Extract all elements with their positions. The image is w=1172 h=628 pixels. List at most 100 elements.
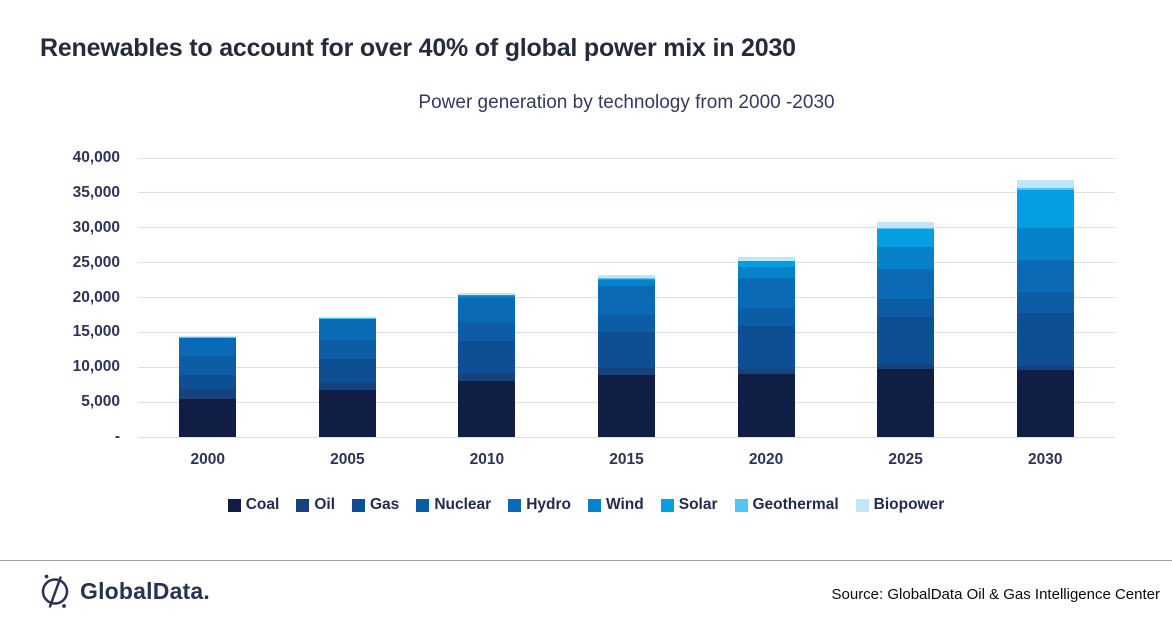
- y-axis-tick-label: 25,000: [72, 253, 120, 271]
- globaldata-logo-text: GlobalData.: [80, 577, 211, 604]
- x-axis-tick-label: 2005: [330, 451, 365, 468]
- x-axis-tick-label: 2010: [469, 451, 505, 468]
- legend-swatch-hydro: [508, 498, 522, 512]
- y-axis-tick-label: 30,000: [72, 218, 120, 236]
- bar-segment-oil-2025: [877, 363, 935, 369]
- legend-label: Gas: [370, 496, 400, 513]
- y-axis-tick-label: 10,000: [72, 358, 120, 376]
- legend-swatch-solar: [660, 498, 674, 512]
- bar-segment-solar-2015: [598, 278, 655, 281]
- bar-segment-nuclear-2020: [737, 307, 795, 326]
- legend-item-solar: Solar: [660, 496, 718, 514]
- bar-segment-hydro-2010: [458, 297, 516, 322]
- bar-segment-solar-2020: [737, 260, 795, 268]
- bar-segment-coal-2000: [179, 398, 237, 437]
- bar-segment-wind-2020: [737, 266, 795, 278]
- legend-swatch-wind: [587, 498, 601, 512]
- bar-segment-hydro-2020: [737, 277, 795, 308]
- bar-segment-biopower-2025: [877, 221, 935, 229]
- bar-segment-wind-2025: [877, 246, 935, 269]
- bar-segment-geothermal-2020: [737, 260, 795, 262]
- bar-segment-wind-2030: [1016, 227, 1074, 260]
- y-axis-tick-label: 15,000: [72, 323, 120, 341]
- bar-segment-coal-2010: [458, 380, 516, 437]
- gridline: [138, 262, 1115, 264]
- bar-segment-oil-2030: [1016, 365, 1074, 371]
- bar-segment-gas-2010: [458, 340, 516, 374]
- bar-segment-gas-2030: [1016, 312, 1074, 367]
- legend-label: Nuclear: [434, 496, 492, 513]
- bar-segment-oil-2020: [737, 368, 795, 375]
- legend-swatch-biopower: [855, 498, 869, 512]
- bar-segment-oil-2000: [179, 389, 237, 400]
- bar-segment-hydro-2030: [1016, 259, 1074, 292]
- chart-plot-area: [138, 157, 1115, 438]
- bar-segment-biopower-2000: [179, 336, 237, 338]
- bar-segment-wind-2015: [598, 280, 655, 287]
- legend-item-coal: Coal: [227, 496, 280, 514]
- bar-segment-gas-2005: [318, 358, 376, 383]
- legend-label: Biopower: [873, 496, 945, 513]
- y-axis-tick-label: -: [114, 428, 120, 445]
- bar-segment-hydro-2000: [179, 337, 237, 357]
- bar-segment-gas-2000: [179, 374, 237, 390]
- bar-segment-nuclear-2000: [179, 355, 237, 375]
- legend-swatch-nuclear: [416, 498, 430, 512]
- globaldata-logo: GlobalData.: [38, 573, 210, 609]
- gridline: [138, 227, 1115, 229]
- bar-segment-gas-2025: [877, 316, 935, 364]
- x-axis-tick-label: 2025: [888, 451, 923, 468]
- legend-item-gas: Gas: [352, 496, 399, 514]
- bar-segment-coal-2020: [737, 373, 795, 437]
- bar-segment-hydro-2005: [318, 319, 376, 341]
- bar-segment-biopower-2010: [458, 292, 516, 295]
- legend-item-wind: Wind: [587, 496, 644, 514]
- y-axis-tick-label: 20,000: [72, 288, 120, 306]
- y-axis-tick-label: 40,000: [72, 149, 120, 166]
- bar-segment-solar-2025: [877, 228, 935, 248]
- bar-segment-nuclear-2005: [318, 339, 376, 360]
- legend-label: Wind: [605, 496, 644, 513]
- bar-segment-biopower-2030: [1016, 180, 1074, 189]
- globaldata-logo-icon: [38, 573, 72, 609]
- legend-swatch-oil: [296, 498, 310, 512]
- bar-segment-geothermal-2010: [458, 294, 516, 296]
- bar-segment-biopower-2005: [318, 316, 376, 319]
- bar-segment-nuclear-2025: [877, 298, 935, 318]
- bar-segment-hydro-2015: [598, 285, 655, 314]
- legend-item-geothermal: Geothermal: [734, 496, 839, 514]
- legend-label: Coal: [245, 496, 280, 513]
- legend-label: Oil: [314, 496, 335, 513]
- gridline: [138, 436, 1115, 438]
- legend-swatch-geothermal: [734, 498, 748, 512]
- bar-segment-biopower-2020: [737, 256, 795, 261]
- footer-divider: [0, 560, 1172, 561]
- legend-label: Solar: [678, 496, 718, 513]
- chart-subtitle: Power generation by technology from 2000…: [418, 92, 835, 113]
- bar-segment-wind-2005: [318, 318, 376, 320]
- bar-segment-oil-2010: [458, 373, 516, 381]
- bar-segment-nuclear-2030: [1016, 291, 1074, 314]
- legend-swatch-coal: [227, 498, 241, 512]
- page-title: Renewables to account for over 40% of gl…: [40, 34, 796, 62]
- bar-segment-gas-2020: [737, 325, 795, 369]
- bar-segment-nuclear-2010: [458, 321, 516, 341]
- x-axis-tick-label: 2030: [1027, 451, 1063, 468]
- legend-item-biopower: Biopower: [855, 496, 945, 514]
- legend-swatch-gas: [352, 498, 365, 512]
- gridline: [138, 192, 1115, 194]
- bar-segment-gas-2015: [598, 331, 655, 369]
- legend-item-hydro: Hydro: [508, 496, 571, 514]
- bar-segment-coal-2015: [598, 374, 655, 437]
- bar-segment-hydro-2025: [877, 268, 935, 299]
- source-attribution: Source: GlobalData Oil & Gas Intelligenc…: [831, 586, 1161, 603]
- x-axis-tick-label: 2015: [609, 451, 644, 468]
- y-axis-tick-label: 5,000: [81, 393, 120, 411]
- bar-segment-coal-2030: [1016, 369, 1074, 437]
- chart-legend: Coal Oil Gas Nuclear Hydro Wind Solar Geotherma…: [0, 496, 1172, 514]
- x-axis-tick-label: 2020: [748, 451, 784, 468]
- gridline: [138, 157, 1115, 159]
- bar-segment-coal-2025: [877, 368, 935, 437]
- bar-segment-wind-2010: [458, 295, 516, 298]
- bar-segment-nuclear-2015: [598, 313, 655, 332]
